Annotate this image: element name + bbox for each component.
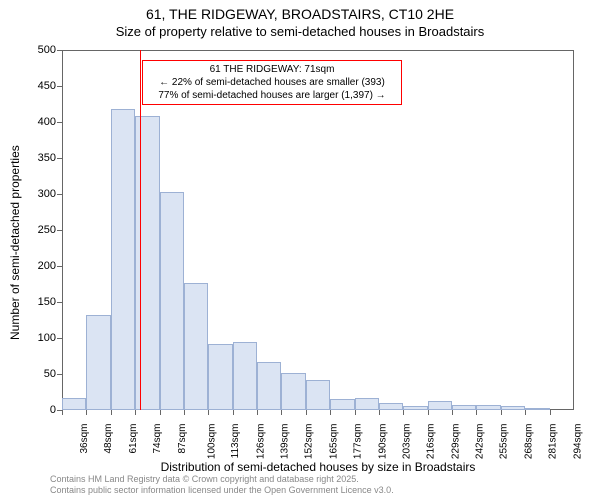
annotation-line: 61 THE RIDGEWAY: 71sqm	[147, 63, 397, 76]
y-tick-label: 0	[50, 404, 56, 416]
annotation-line: ← 22% of semi-detached houses are smalle…	[147, 76, 397, 89]
y-tick-label: 400	[38, 116, 56, 128]
x-tick-mark	[452, 410, 453, 415]
x-tick-mark	[428, 410, 429, 415]
y-tick-mark	[57, 302, 62, 303]
x-tick-label: 281sqm	[548, 424, 559, 460]
x-tick-label: 229sqm	[450, 424, 461, 460]
x-tick-label: 203sqm	[402, 424, 413, 460]
x-tick-mark	[355, 410, 356, 415]
histogram-bar	[208, 344, 232, 410]
histogram-bar	[428, 401, 452, 410]
x-tick-label: 74sqm	[152, 424, 163, 454]
histogram-bar	[160, 192, 184, 410]
x-tick-label: 255sqm	[499, 424, 510, 460]
y-tick-label: 350	[38, 152, 56, 164]
x-tick-mark	[184, 410, 185, 415]
chart-container: 61, THE RIDGEWAY, BROADSTAIRS, CT10 2HE …	[0, 0, 600, 500]
x-tick-label: 242sqm	[475, 424, 486, 460]
histogram-bar	[86, 315, 110, 410]
y-tick-mark	[57, 338, 62, 339]
x-tick-mark	[257, 410, 258, 415]
histogram-bar	[62, 398, 86, 410]
x-tick-mark	[86, 410, 87, 415]
x-tick-mark	[208, 410, 209, 415]
y-tick-label: 50	[44, 368, 56, 380]
y-tick-mark	[57, 122, 62, 123]
y-tick-label: 450	[38, 80, 56, 92]
y-tick-label: 200	[38, 260, 56, 272]
x-tick-label: 48sqm	[103, 424, 114, 454]
x-tick-label: 87sqm	[177, 424, 188, 454]
x-tick-label: 126sqm	[255, 424, 266, 460]
histogram-bar	[281, 373, 305, 410]
x-tick-mark	[306, 410, 307, 415]
y-tick-label: 150	[38, 296, 56, 308]
x-tick-label: 152sqm	[304, 424, 315, 460]
x-tick-mark	[379, 410, 380, 415]
x-tick-mark	[550, 410, 551, 415]
histogram-bar	[355, 398, 379, 410]
histogram-bar	[452, 405, 476, 410]
x-tick-label: 36sqm	[79, 424, 90, 454]
y-tick-mark	[57, 230, 62, 231]
x-tick-label: 190sqm	[377, 424, 388, 460]
histogram-bar	[330, 399, 354, 410]
x-tick-label: 165sqm	[328, 424, 339, 460]
chart-title: 61, THE RIDGEWAY, BROADSTAIRS, CT10 2HE	[0, 0, 600, 22]
histogram-bar	[306, 380, 330, 410]
x-tick-label: 113sqm	[230, 424, 241, 459]
histogram-bar	[476, 405, 500, 410]
y-tick-mark	[57, 194, 62, 195]
x-tick-label: 100sqm	[206, 424, 217, 460]
footer-line: Contains HM Land Registry data © Crown c…	[50, 474, 394, 485]
histogram-bar	[111, 109, 135, 410]
histogram-bar	[403, 406, 427, 410]
x-tick-label: 177sqm	[353, 424, 364, 460]
footer-line: Contains public sector information licen…	[50, 485, 394, 496]
property-marker-line	[140, 50, 141, 410]
y-tick-label: 100	[38, 332, 56, 344]
y-tick-label: 250	[38, 224, 56, 236]
x-tick-mark	[160, 410, 161, 415]
histogram-bar	[525, 408, 549, 410]
x-tick-mark	[135, 410, 136, 415]
x-tick-mark	[330, 410, 331, 415]
x-tick-mark	[501, 410, 502, 415]
x-axis-label: Distribution of semi-detached houses by …	[62, 460, 574, 474]
y-tick-mark	[57, 50, 62, 51]
y-tick-mark	[57, 374, 62, 375]
x-tick-label: 139sqm	[280, 424, 291, 460]
y-tick-mark	[57, 266, 62, 267]
x-tick-mark	[281, 410, 282, 415]
annotation-box: 61 THE RIDGEWAY: 71sqm← 22% of semi-deta…	[142, 60, 402, 105]
x-tick-label: 61sqm	[128, 424, 139, 454]
y-tick-mark	[57, 86, 62, 87]
chart-subtitle: Size of property relative to semi-detach…	[0, 22, 600, 39]
y-axis-label: Number of semi-detached properties	[8, 145, 22, 340]
x-tick-mark	[476, 410, 477, 415]
x-tick-label: 216sqm	[426, 424, 437, 460]
x-tick-mark	[525, 410, 526, 415]
y-tick-label: 300	[38, 188, 56, 200]
histogram-bar	[501, 406, 525, 410]
histogram-bar	[184, 283, 208, 410]
x-tick-label: 294sqm	[572, 424, 583, 460]
histogram-bar	[257, 362, 281, 410]
histogram-bar	[233, 342, 257, 410]
x-tick-mark	[111, 410, 112, 415]
plot-area: 05010015020025030035040045050036sqm48sqm…	[62, 50, 574, 410]
y-tick-mark	[57, 158, 62, 159]
x-tick-label: 268sqm	[523, 424, 534, 460]
x-tick-mark	[403, 410, 404, 415]
y-tick-label: 500	[38, 44, 56, 56]
x-tick-mark	[233, 410, 234, 415]
x-tick-mark	[62, 410, 63, 415]
histogram-bar	[379, 403, 403, 410]
annotation-line: 77% of semi-detached houses are larger (…	[147, 89, 397, 102]
footer-attribution: Contains HM Land Registry data © Crown c…	[50, 474, 394, 496]
